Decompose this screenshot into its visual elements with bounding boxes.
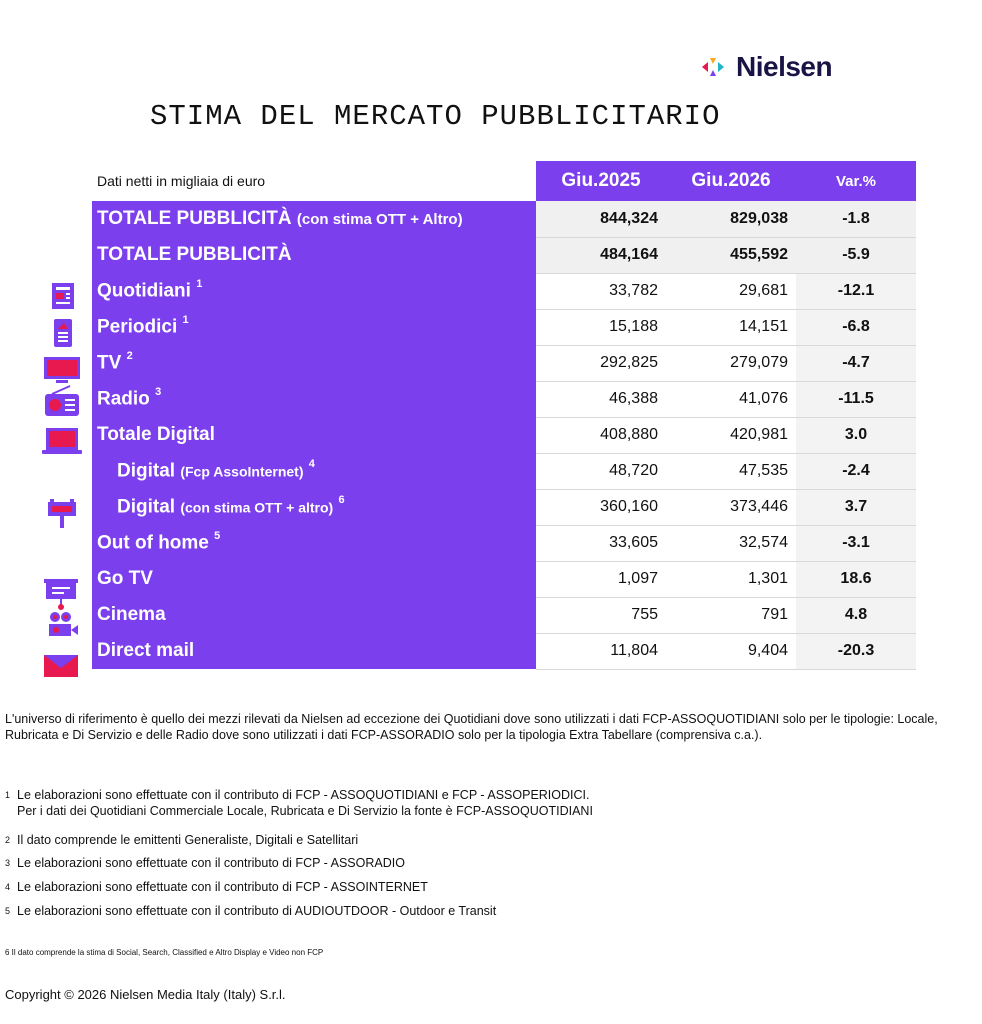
magazine-icon xyxy=(54,319,72,347)
value-2025: 484,164 xyxy=(536,237,666,274)
row-label: Digital (Fcp AssoInternet) 4 xyxy=(92,453,536,489)
row-label: Cinema xyxy=(92,597,536,633)
value-2026: 373,446 xyxy=(666,489,796,526)
value-var: -3.1 xyxy=(796,525,916,562)
unit-label: Dati netti in migliaia di euro xyxy=(92,161,536,201)
value-2026: 455,592 xyxy=(666,237,796,274)
row-label: TOTALE PUBBLICITÀ xyxy=(92,237,536,273)
table-row: TOTALE PUBBLICITÀ 484,164 455,592 -5.9 xyxy=(92,237,916,274)
value-2025: 46,388 xyxy=(536,381,666,418)
table-row: Radio 3 46,388 41,076 -11.5 xyxy=(92,381,916,418)
row-label: Radio 3 xyxy=(92,381,536,417)
table-row: Totale Digital 408,880 420,981 3.0 xyxy=(92,417,916,454)
value-2025: 360,160 xyxy=(536,489,666,526)
footnote-3: 3 Le elaborazioni sono effettuate con il … xyxy=(5,856,405,870)
newspaper-icon xyxy=(52,283,74,309)
value-2026: 32,574 xyxy=(666,525,796,562)
value-var: -2.4 xyxy=(796,453,916,490)
value-2026: 1,301 xyxy=(666,561,796,598)
value-var: 4.8 xyxy=(796,597,916,634)
row-label: Out of home 5 xyxy=(92,525,536,561)
row-label: Go TV xyxy=(92,561,536,597)
table-row: Quotidiani 1 33,782 29,681 -12.1 xyxy=(92,273,916,310)
value-2025: 48,720 xyxy=(536,453,666,490)
footnote-6: 6 Il dato comprende la stima di Social, … xyxy=(5,948,324,957)
row-label: Totale Digital xyxy=(92,417,536,453)
tv-icon xyxy=(44,357,80,383)
value-var: -11.5 xyxy=(796,381,916,418)
universe-note: L'universo di riferimento è quello dei m… xyxy=(5,712,938,742)
table-row: Periodici 1 15,188 14,151 -6.8 xyxy=(92,309,916,346)
column-header-2025: Giu.2025 xyxy=(536,161,666,201)
value-2026: 829,038 xyxy=(666,201,796,238)
value-2025: 33,782 xyxy=(536,273,666,310)
value-2026: 279,079 xyxy=(666,345,796,382)
value-2026: 29,681 xyxy=(666,273,796,310)
value-2025: 33,605 xyxy=(536,525,666,562)
row-label: Periodici 1 xyxy=(92,309,536,345)
table-row: TV 2 292,825 279,079 -4.7 xyxy=(92,345,916,382)
page-title: STIMA DEL MERCATO PUBBLICITARIO xyxy=(150,100,721,133)
envelope-icon xyxy=(44,655,78,677)
table-row: TOTALE PUBBLICITÀ (con stima OTT + Altro… xyxy=(92,201,916,238)
value-2025: 11,804 xyxy=(536,633,666,670)
footnote-4: 4 Le elaborazioni sono effettuate con il … xyxy=(5,880,428,894)
value-2025: 1,097 xyxy=(536,561,666,598)
row-label: TV 2 xyxy=(92,345,536,381)
value-var: -12.1 xyxy=(796,273,916,310)
column-header-var: Var.% xyxy=(796,161,916,201)
footnote-5: 5 Le elaborazioni sono effettuate con il … xyxy=(5,904,497,918)
film-camera-icon xyxy=(49,612,78,636)
column-header-2026: Giu.2026 xyxy=(666,161,796,201)
presentation-screen-icon xyxy=(44,579,78,610)
value-var: -6.8 xyxy=(796,309,916,346)
value-var: 3.7 xyxy=(796,489,916,526)
table-row: Digital (Fcp AssoInternet) 4 48,720 47,5… xyxy=(92,453,916,490)
radio-icon xyxy=(45,385,79,416)
value-2026: 47,535 xyxy=(666,453,796,490)
advertising-market-table: Dati netti in migliaia di euro Giu.2025 … xyxy=(92,161,916,670)
value-var: -1.8 xyxy=(796,201,916,238)
value-2025: 15,188 xyxy=(536,309,666,346)
table-row: Go TV 1,097 1,301 18.6 xyxy=(92,561,916,598)
table-row: Direct mail 11,804 9,404 -20.3 xyxy=(92,633,916,670)
brand-name: Nielsen xyxy=(736,51,833,82)
row-label: Quotidiani 1 xyxy=(92,273,536,309)
row-label: Digital (con stima OTT + altro) 6 xyxy=(92,489,536,525)
row-label: Direct mail xyxy=(92,633,536,669)
row-label: TOTALE PUBBLICITÀ (con stima OTT + Altro… xyxy=(92,201,536,237)
value-2025: 408,880 xyxy=(536,417,666,454)
table-row: Digital (con stima OTT + altro) 6 360,16… xyxy=(92,489,916,526)
value-2026: 791 xyxy=(666,597,796,634)
table-row: Cinema 755 791 4.8 xyxy=(92,597,916,634)
value-2026: 420,981 xyxy=(666,417,796,454)
table-row: Out of home 5 33,605 32,574 -3.1 xyxy=(92,525,916,562)
table-header-row: Dati netti in migliaia di euro Giu.2025 … xyxy=(92,161,916,201)
value-var: -4.7 xyxy=(796,345,916,382)
value-var: 18.6 xyxy=(796,561,916,598)
billboard-icon xyxy=(48,499,76,528)
footnote-1: 1 Le elaborazioni sono effettuate con il … xyxy=(5,788,593,818)
value-2025: 844,324 xyxy=(536,201,666,238)
value-var: 3.0 xyxy=(796,417,916,454)
copyright: Copyright © 2026 Nielsen Media Italy (It… xyxy=(5,987,286,1002)
nielsen-logo-icon xyxy=(694,54,728,80)
footnote-2: 2 Il dato comprende le emittenti Generali… xyxy=(5,833,359,847)
value-2026: 9,404 xyxy=(666,633,796,670)
value-2026: 41,076 xyxy=(666,381,796,418)
nielsen-logo: Nielsen xyxy=(694,50,833,84)
value-2025: 292,825 xyxy=(536,345,666,382)
value-var: -20.3 xyxy=(796,633,916,670)
laptop-icon xyxy=(42,428,82,454)
value-2026: 14,151 xyxy=(666,309,796,346)
value-var: -5.9 xyxy=(796,237,916,274)
value-2025: 755 xyxy=(536,597,666,634)
